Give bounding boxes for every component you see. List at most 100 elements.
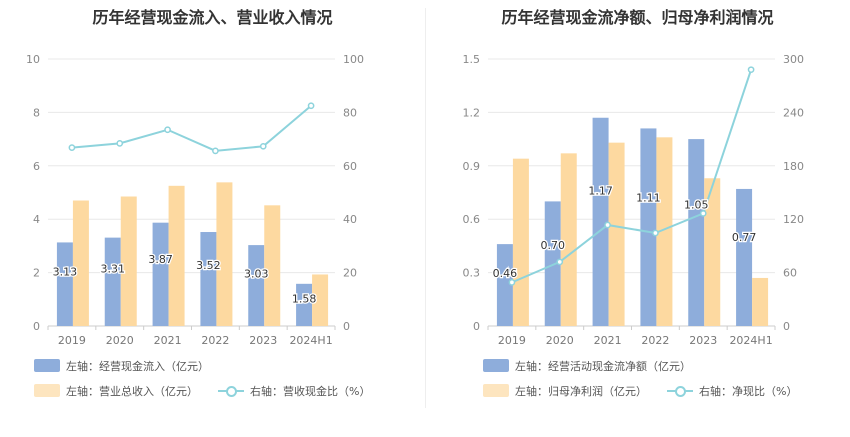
line-point <box>116 140 124 147</box>
legend-label: 右轴：营收现金比（%） <box>250 385 371 398</box>
bar-data-label: 0.70 <box>541 239 566 252</box>
legend-swatch <box>483 359 509 372</box>
legend-swatch <box>34 359 60 372</box>
y-right-tick-label: 60 <box>783 267 797 280</box>
x-tick-label: 2020 <box>546 334 574 347</box>
legend-label: 左轴：经营现金流入（亿元） <box>66 360 209 373</box>
bar-secondary <box>264 205 281 326</box>
bar-data-label: 0.46 <box>493 267 518 280</box>
bar-data-label: 3.87 <box>148 253 173 266</box>
legend-swatch <box>34 384 60 397</box>
y-left-tick-label: 1.2 <box>463 106 481 119</box>
line-point <box>259 142 267 150</box>
chart-plot: 0 0 2 20 4 40 6 60 8 80 10 100 2019 2020 2021 2022 2023 2… <box>26 53 364 347</box>
y-left-tick-label: 2 <box>33 267 40 280</box>
bar-primary <box>640 128 657 326</box>
y-right-tick-label: 60 <box>343 160 357 173</box>
bar-secondary <box>216 182 233 326</box>
bar-primary <box>544 201 561 326</box>
bar-data-label: 1.05 <box>684 199 709 212</box>
bar-primary <box>200 232 217 326</box>
series-line <box>71 104 312 152</box>
bar-secondary <box>168 185 185 326</box>
x-tick-label: 2019 <box>498 334 526 347</box>
y-right-tick-label: 40 <box>343 213 357 226</box>
legend-item[interactable]: 左轴：营业总收入（亿元） <box>34 383 198 399</box>
y-right-tick-label: 120 <box>783 213 804 226</box>
bar-primary <box>688 139 705 326</box>
legend-item[interactable]: 右轴：营收现金比（%） <box>218 383 370 399</box>
line-point <box>164 126 171 134</box>
bar-primary <box>592 117 609 327</box>
line-point <box>652 229 659 237</box>
bar-secondary <box>72 200 89 326</box>
legend-line-marker <box>218 384 244 397</box>
line-point <box>604 221 611 229</box>
y-right-tick-label: 300 <box>783 53 804 66</box>
legend-label: 左轴：经营活动现金流净额（亿元） <box>515 360 691 373</box>
bar-secondary <box>120 196 137 326</box>
x-tick-label: 2023 <box>689 334 717 347</box>
legend-item[interactable]: 右轴：净现比（%） <box>667 383 797 399</box>
bar-data-label: 0.77 <box>732 231 757 244</box>
bar-data-label: 1.11 <box>636 192 661 205</box>
y-left-tick-label: 0.9 <box>463 160 481 173</box>
bar-data-label: 3.03 <box>244 267 269 280</box>
line-point <box>68 144 76 151</box>
bar-secondary <box>312 274 329 326</box>
legend-line-marker <box>667 384 693 397</box>
legend-item[interactable]: 左轴：归母净利润（亿元） <box>483 383 647 399</box>
y-left-tick-label: 1.5 <box>463 53 481 66</box>
x-tick-label: 2020 <box>106 334 134 347</box>
bar-primary <box>296 283 313 326</box>
bar-secondary <box>608 142 625 326</box>
line-point <box>747 66 755 74</box>
line-point <box>699 210 707 217</box>
y-right-tick-label: 80 <box>343 106 357 119</box>
bar-primary <box>736 188 753 326</box>
bar-primary <box>496 244 513 326</box>
legend-item[interactable]: 左轴：经营现金流入（亿元） <box>34 358 209 374</box>
y-left-tick-label: 0.3 <box>463 267 481 280</box>
chart-panel-left: 历年经营现金流入、营业收入情况 0 0 2 20 4 40 6 60 8 80 10 100 2019 2… <box>26 8 370 399</box>
panel-divider <box>425 8 426 408</box>
bar-data-label: 3.31 <box>101 263 126 276</box>
y-right-tick-label: 0 <box>343 320 350 333</box>
y-right-tick-label: 20 <box>343 267 357 280</box>
legend-label: 左轴：营业总收入（亿元） <box>66 385 198 398</box>
y-right-tick-label: 240 <box>783 106 804 119</box>
x-tick-label: 2019 <box>58 334 86 347</box>
chart-panel-right: 历年经营现金流净额、归母净利润情况 0 0 0.3 60 0.6 120 0.9 180 1.2… <box>425 0 850 437</box>
x-tick-label: 2022 <box>201 334 229 347</box>
bar-data-label: 3.13 <box>53 266 78 279</box>
y-right-tick-label: 180 <box>783 160 804 173</box>
y-left-tick-label: 0 <box>473 320 480 333</box>
x-tick-label: 2023 <box>249 334 277 347</box>
y-left-tick-label: 6 <box>33 160 40 173</box>
bar-secondary <box>704 178 721 326</box>
y-right-tick-label: 100 <box>343 53 364 66</box>
legend-label: 右轴：净现比（%） <box>699 385 798 398</box>
y-left-tick-label: 0.6 <box>463 213 481 226</box>
x-tick-label: 2021 <box>154 334 182 347</box>
x-tick-label: 2024H1 <box>289 334 332 347</box>
bar-primary <box>104 237 121 326</box>
bar-primary <box>56 242 73 326</box>
legend-item[interactable]: 左轴：经营活动现金流净额（亿元） <box>483 358 691 374</box>
bar-data-label: 1.17 <box>588 185 613 198</box>
bar-secondary <box>656 137 673 326</box>
y-left-tick-label: 0 <box>33 320 40 333</box>
line-point <box>307 102 315 110</box>
bar-primary <box>152 222 169 326</box>
x-tick-label: 2021 <box>594 334 622 347</box>
bar-data-label: 3.52 <box>196 259 221 272</box>
chart-plot: 0 0 0.3 60 0.6 120 0.9 180 1.2 240 1.5 300 2019 2020 2… <box>463 53 805 347</box>
bar-data-label: 1.58 <box>292 293 317 306</box>
y-left-tick-label: 8 <box>33 106 40 119</box>
bar-secondary <box>560 153 577 326</box>
legend-label: 左轴：归母净利润（亿元） <box>515 385 647 398</box>
bar-primary <box>248 245 265 326</box>
bar-secondary <box>752 277 769 326</box>
line-point <box>556 258 564 266</box>
chart-title: 历年经营现金流入、营业收入情况 <box>92 8 333 27</box>
